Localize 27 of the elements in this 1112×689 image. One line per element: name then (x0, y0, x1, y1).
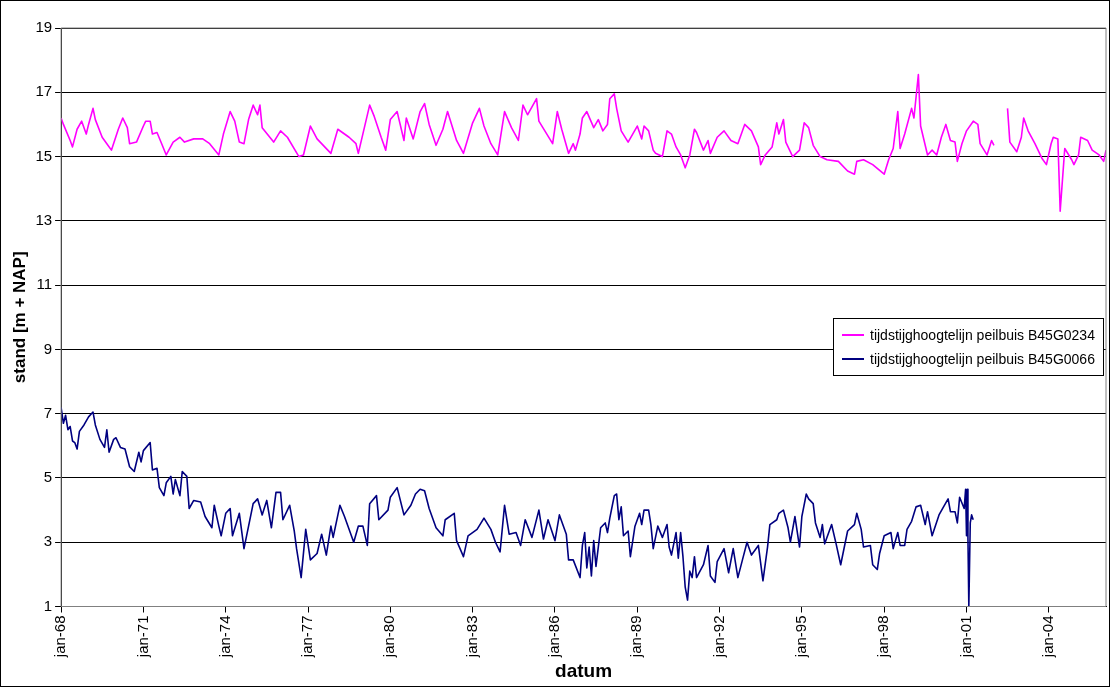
x-tick-label: jan-77 (298, 615, 316, 659)
x-tick-label: jan-98 (874, 615, 892, 659)
x-tick-label: jan-89 (627, 615, 645, 659)
y-tick-label: 7 (43, 403, 53, 421)
x-tick-label: jan-95 (792, 615, 809, 659)
legend-label: tijdstijghoogtelijn peilbuis B45G0234 (870, 327, 1095, 344)
y-tick-label: 17 (35, 82, 53, 100)
y-axis-title: stand [m + NAP] (9, 251, 29, 384)
x-tick-label: jan-83 (462, 615, 480, 659)
x-tick-label: jan-68 (51, 615, 69, 659)
y-tick-label: 3 (43, 532, 53, 550)
x-tick-label: jan-80 (380, 615, 398, 659)
x-tick-label: jan-01 (956, 615, 974, 659)
y-tick-label: 15 (35, 146, 53, 164)
y-tick-label: 5 (43, 468, 53, 486)
x-axis-title: datum (555, 659, 613, 681)
x-tick-label: jan-92 (709, 615, 727, 659)
x-tick-label: jan-86 (545, 615, 563, 659)
y-tick-label: 11 (36, 275, 53, 293)
x-tick-label: jan-74 (215, 615, 233, 659)
y-tick-label: 1 (43, 596, 53, 614)
x-tick-label: jan-71 (133, 615, 151, 659)
y-tick-label: 9 (43, 339, 53, 357)
x-tick-label: jan-04 (1038, 615, 1056, 659)
y-tick-label: 19 (35, 18, 53, 36)
legend-label: tijdstijghoogtelijn peilbuis B45G0066 (870, 351, 1095, 368)
y-tick-label: 13 (35, 210, 53, 228)
